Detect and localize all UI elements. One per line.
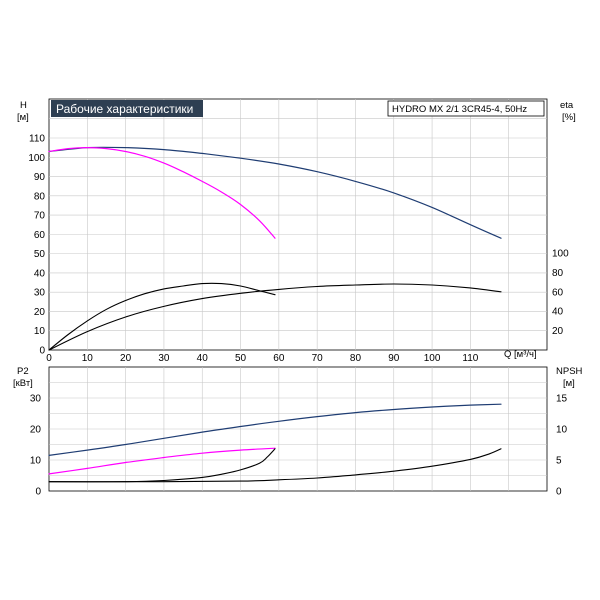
x-axis-label: Q [м³/ч] <box>504 349 537 360</box>
upper-left-tick-label: 0 <box>39 346 45 357</box>
upper-left-tick-label: 40 <box>34 268 46 279</box>
lower-right-tick-label: 0 <box>556 487 562 498</box>
upper-right-axis-label-line2: [%] <box>562 112 576 123</box>
upper-right-tick-label: 60 <box>552 287 564 298</box>
lower-series-0-line <box>48 403 502 456</box>
upper-series-1-line <box>48 147 276 239</box>
upper-left-tick-label: 70 <box>34 211 46 222</box>
upper-right-tick-label: 80 <box>552 268 564 279</box>
upper-left-tick-label: 60 <box>34 230 46 241</box>
lower-series-3-line <box>48 448 502 483</box>
lower-left-axis-label-line1: P2 <box>17 366 29 377</box>
upper-chart-grid: 0 10 20 30 40 50 60 70 80 90 100 110 20 40 60 80 100 0 10 2… <box>28 98 569 364</box>
lower-left-tick-label: 0 <box>35 487 41 498</box>
upper-left-tick-label: 30 <box>34 288 46 299</box>
upper-series-2-line <box>48 282 276 351</box>
upper-left-tick-label: 90 <box>34 172 46 183</box>
title-background <box>51 100 203 117</box>
upper-left-tick-label: 100 <box>28 153 45 164</box>
upper-left-tick-label: 10 <box>34 326 46 337</box>
x-tick-label: 110 <box>462 353 478 364</box>
x-tick-label: 60 <box>273 353 285 364</box>
x-tick-label: 80 <box>350 353 362 364</box>
chart-title-box: Рабочие характеристики <box>51 100 203 117</box>
lower-left-tick-label: 30 <box>30 394 42 405</box>
lower-right-tick-label: 15 <box>556 394 568 405</box>
lower-chart-grid: 0 10 20 30 0 5 10 15 <box>30 366 568 498</box>
upper-left-tick-label: 20 <box>34 307 46 318</box>
x-tick-label: 50 <box>235 353 247 364</box>
x-tick-label: 10 <box>82 353 94 364</box>
axis-labels: H [м] eta [%] Q [м³/ч] P2 [кВт] NPSH [м] <box>13 100 583 389</box>
upper-chart-series <box>48 146 502 351</box>
x-tick-label: 0 <box>46 353 52 364</box>
x-tick-label: 70 <box>312 353 324 364</box>
model-label: HYDRO MX 2/1 3CR45-4, 50Hz <box>392 104 527 115</box>
model-label-background <box>387 100 545 117</box>
model-label-box: HYDRO MX 2/1 3CR45-4, 50Hz <box>387 100 545 117</box>
upper-left-tick-label: 110 <box>29 134 45 145</box>
upper-left-axis-label-line2: [м] <box>17 112 29 123</box>
lower-left-tick-label: 10 <box>30 456 42 467</box>
x-tick-label: 30 <box>158 353 170 364</box>
upper-right-axis-label-line1: eta <box>560 100 574 111</box>
lower-left-tick-label: 20 <box>30 425 42 436</box>
lower-right-axis-label-line1: NPSH <box>556 366 583 377</box>
upper-right-tick-label: 20 <box>552 326 564 337</box>
upper-left-axis-label-line1: H <box>20 100 27 111</box>
upper-right-tick-label: 100 <box>552 249 569 260</box>
upper-series-0-line <box>48 146 502 239</box>
upper-plot-frame <box>48 98 548 351</box>
lower-left-axis-label-line2: [кВт] <box>13 378 33 389</box>
x-tick-label: 40 <box>197 353 209 364</box>
lower-right-tick-label: 10 <box>556 425 568 436</box>
x-tick-label: 100 <box>424 353 441 364</box>
upper-left-tick-label: 80 <box>34 191 46 202</box>
x-tick-label: 90 <box>388 353 400 364</box>
lower-right-tick-label: 5 <box>556 456 562 467</box>
upper-right-tick-label: 40 <box>552 307 564 318</box>
upper-left-tick-label: 50 <box>34 249 46 260</box>
lower-series-1-line <box>48 447 276 475</box>
x-tick-label: 20 <box>120 353 132 364</box>
chart-title: Рабочие характеристики <box>56 102 193 116</box>
lower-chart-series <box>48 403 502 483</box>
upper-series-3-line <box>48 283 502 351</box>
lower-right-axis-label-line2: [м] <box>563 378 575 389</box>
